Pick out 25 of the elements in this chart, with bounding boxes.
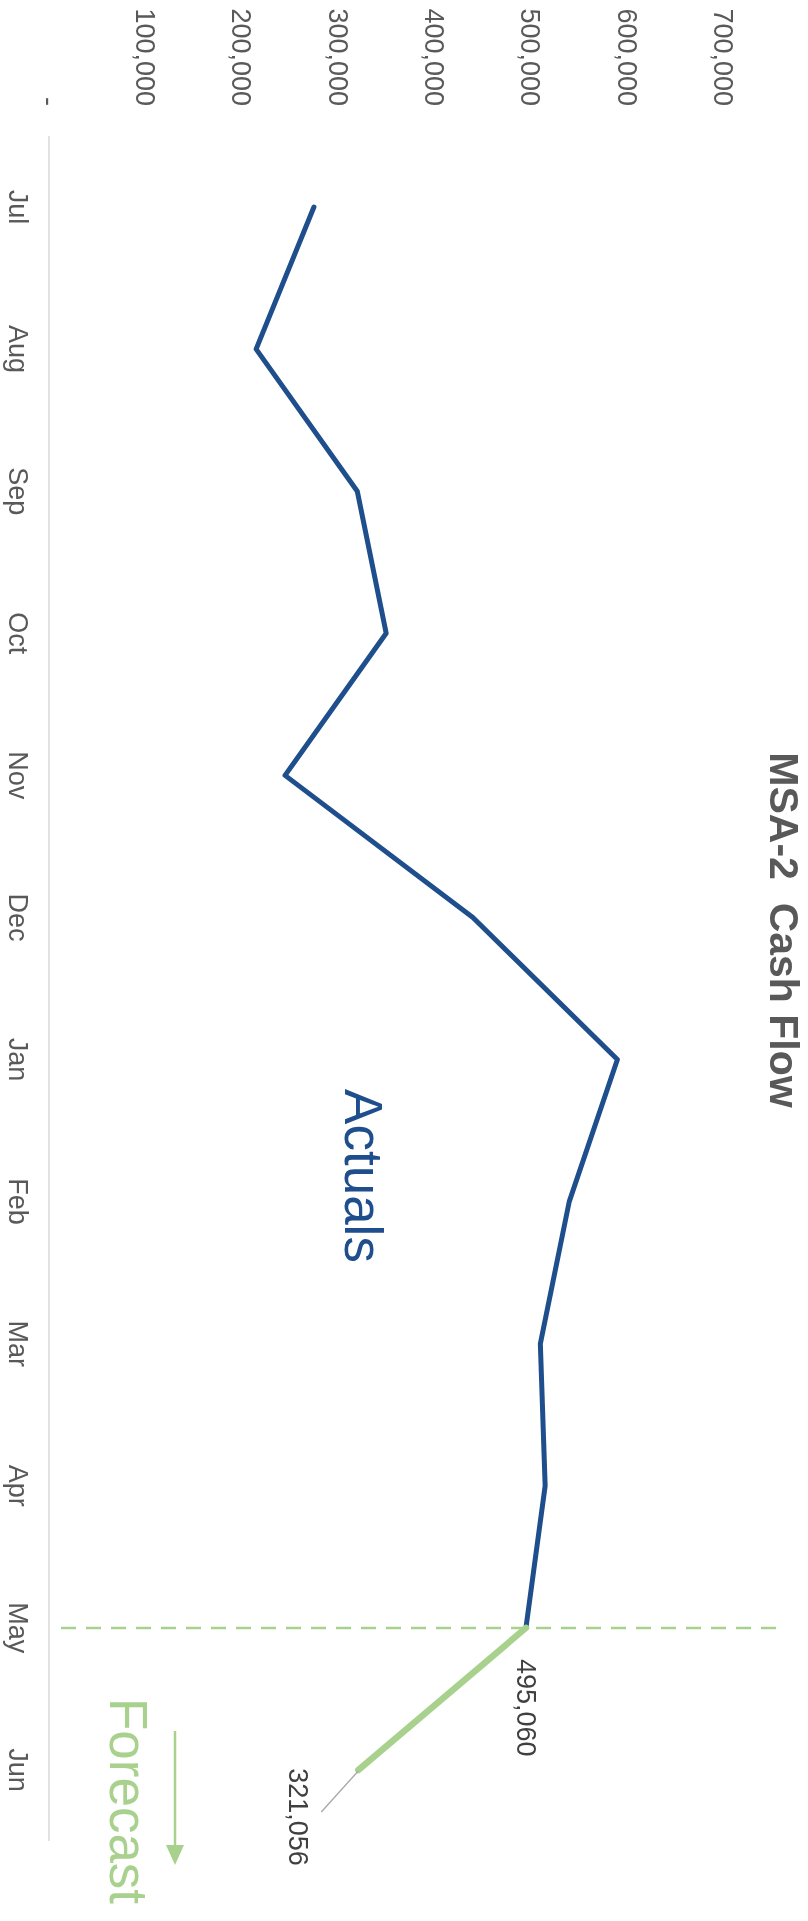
x-tick-label: 200,000 [226,8,257,106]
x-tick-label: 700,000 [707,8,738,106]
y-tick-label: Jul [3,189,33,225]
y-tick-label: Jun [3,1748,33,1792]
x-tick-label: 400,000 [418,8,449,106]
y-tick-label: May [3,1602,33,1654]
text: MSA-2 Cash Flow [761,752,807,1108]
y-tick-label: Oct [3,612,33,655]
x-tick-label: - [33,97,64,106]
y-tick-label: Apr [3,1464,33,1507]
text: Actuals [334,1089,393,1263]
text: Forecast [99,1697,158,1905]
data-label: 321,056 [283,1768,314,1866]
y-tick-label: Jan [3,1037,33,1082]
y-tick-label: Aug [3,325,33,374]
x-tick-label: 500,000 [515,8,546,106]
y-tick-label: Dec [3,893,33,942]
y-tick-label: Sep [3,467,33,516]
x-tick-label: 600,000 [611,8,642,106]
y-tick-label: Feb [3,1178,33,1225]
y-tick-label: Nov [3,751,33,800]
x-tick-label: 100,000 [129,8,160,106]
data-label: 495,060 [510,1658,541,1757]
x-tick-label: 300,000 [322,8,353,106]
y-tick-label: Mar [3,1320,33,1367]
